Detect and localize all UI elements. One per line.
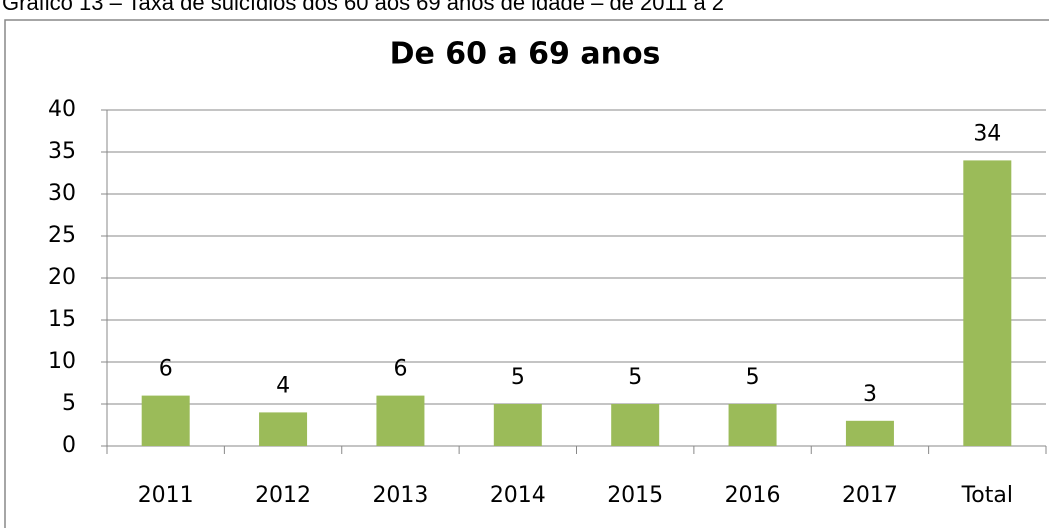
y-tick-label: 5 [62,391,76,416]
caption: Gráfico 13 – Taxa de suicídios dos 60 ao… [2,0,724,15]
y-tick-label: 15 [48,307,76,332]
chart-frame [4,19,1049,528]
bar [493,404,542,446]
bar [963,160,1012,446]
y-tick-label: 0 [62,433,76,458]
data-label: 4 [276,373,290,398]
x-tick-label: 2017 [842,483,898,508]
y-tick-label: 35 [48,139,76,164]
bar [611,404,660,446]
x-tick-label: 2014 [490,483,546,508]
bar [728,404,777,446]
x-tick-label: 2015 [607,483,663,508]
x-tick-label: 2013 [372,483,428,508]
data-label: 34 [973,121,1001,146]
data-label: 6 [159,357,173,382]
x-tick-label: 2012 [255,483,311,508]
bar [259,412,308,446]
bar [141,395,190,446]
y-tick-label: 40 [48,97,76,122]
data-label: 5 [628,365,642,390]
y-tick-label: 25 [48,223,76,248]
y-tick-label: 10 [48,349,76,374]
x-tick-label: 2016 [725,483,781,508]
data-label: 3 [863,382,877,407]
y-tick-label: 20 [48,265,76,290]
data-label: 5 [511,365,525,390]
data-label: 6 [393,357,407,382]
chart-title: De 60 a 69 anos [390,37,661,72]
x-tick-label: 2011 [138,483,194,508]
x-tick-label: Total [961,483,1013,508]
bar [845,420,894,446]
bar [376,395,425,446]
data-label: 5 [746,365,760,390]
y-tick-label: 30 [48,181,76,206]
